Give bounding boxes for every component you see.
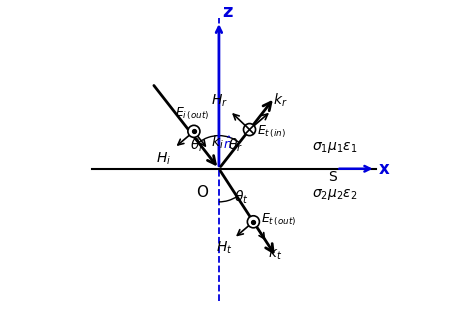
Text: $H_t$: $H_t$: [216, 240, 232, 256]
Text: $E_{t\,(in)}$: $E_{t\,(in)}$: [257, 124, 286, 140]
Text: $\sigma_2\mu_2\epsilon_2$: $\sigma_2\mu_2\epsilon_2$: [312, 187, 358, 202]
Text: z: z: [222, 3, 232, 21]
Text: x: x: [379, 160, 389, 178]
Circle shape: [244, 123, 255, 136]
Text: O: O: [196, 185, 209, 200]
Circle shape: [188, 125, 200, 137]
Circle shape: [247, 216, 259, 228]
Text: $H_i$: $H_i$: [156, 151, 171, 167]
Text: $E_{t\,(out)}$: $E_{t\,(out)}$: [261, 212, 296, 229]
Text: $H_r$: $H_r$: [211, 92, 228, 109]
Text: $\hat{n}$: $\hat{n}$: [222, 136, 232, 152]
Text: $\theta_t$: $\theta_t$: [234, 189, 249, 206]
Text: $k_r$: $k_r$: [273, 91, 287, 109]
Text: $\theta_i$: $\theta_i$: [190, 136, 203, 154]
Text: $\sigma_1\mu_1\epsilon_1$: $\sigma_1\mu_1\epsilon_1$: [312, 140, 358, 155]
Text: $k_t$: $k_t$: [268, 244, 283, 262]
Text: S: S: [328, 169, 337, 184]
Text: $E_{i\,(out)}$: $E_{i\,(out)}$: [175, 105, 210, 122]
Text: $k_i$: $k_i$: [211, 134, 224, 151]
Text: $\theta_r$: $\theta_r$: [228, 136, 243, 154]
